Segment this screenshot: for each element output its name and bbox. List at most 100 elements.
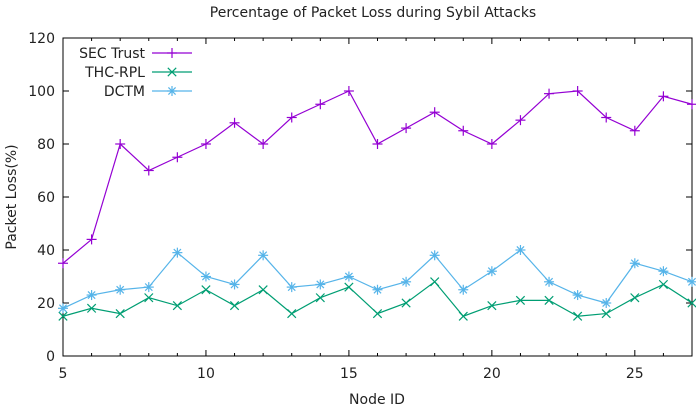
legend: SEC Trust THC-RPL DCTM [79,46,192,100]
data-point-thc-rpl [515,295,526,305]
legend-label: SEC Trust [79,46,145,62]
x-axis-label: Node ID [349,392,405,408]
data-point-thc-rpl [630,293,640,303]
data-point-thc-rpl [172,301,182,311]
data-point-sec-trust [687,99,696,110]
data-point-sec-trust [200,139,211,149]
data-point-dctm [601,298,612,308]
data-point-thc-rpl [201,285,211,295]
data-point-sec-trust [315,99,326,110]
data-point-dctm [86,290,97,301]
data-point-dctm [544,276,555,287]
data-point-dctm [572,290,583,301]
data-point-thc-rpl [344,282,354,292]
y-tick-label: 0 [46,349,55,365]
data-point-sec-trust [172,152,183,163]
x-tick-label: 10 [197,366,215,382]
data-point-sec-trust [115,139,126,149]
data-point-thc-rpl [401,298,411,308]
data-point-sec-trust [86,234,97,245]
x-tick-label: 15 [340,366,358,382]
data-point-thc-rpl [258,285,268,295]
y-tick-label: 40 [37,243,55,259]
legend-item-sec-trust: SEC Trust [79,46,192,62]
chart-title: Percentage of Packet Loss during Sybil A… [210,5,536,21]
x-axis: 5 10 15 20 25 [59,38,693,382]
data-point-sec-trust [486,139,497,149]
data-point-sec-trust [343,86,354,96]
data-point-sec-trust [429,107,440,118]
data-point-dctm [629,258,640,269]
data-point-thc-rpl [144,293,154,303]
y-tick-label: 80 [37,137,55,153]
data-point-sec-trust [629,125,640,136]
data-point-dctm [115,284,126,295]
data-point-sec-trust [601,112,612,123]
data-point-dctm [172,247,183,258]
data-point-dctm [58,303,68,314]
data-point-dctm [658,266,669,277]
data-point-dctm [343,271,354,282]
data-point-thc-rpl [573,311,583,321]
data-point-thc-rpl [658,279,669,290]
data-point-dctm [372,284,383,295]
data-point-dctm [229,279,240,290]
data-point-sec-trust [258,139,269,149]
legend-item-thc-rpl: THC-RPL [84,65,192,81]
data-point-dctm [315,279,326,290]
data-point-thc-rpl [544,295,554,305]
y-axis: 0 20 40 60 80 100 120 [28,31,692,365]
legend-label: THC-RPL [84,65,145,81]
data-point-thc-rpl [687,298,696,308]
data-point-thc-rpl [458,311,468,321]
data-point-dctm [458,284,469,295]
legend-marker [167,86,177,96]
data-point-sec-trust [544,88,555,99]
data-point-sec-trust [58,258,68,269]
data-point-sec-trust [286,112,297,123]
legend-marker [167,67,177,77]
data-point-sec-trust [143,165,154,176]
data-point-sec-trust [515,115,526,126]
data-point-sec-trust [229,117,240,128]
y-axis-label: Packet Loss(%) [4,144,20,249]
data-point-sec-trust [401,123,412,134]
plot-area [62,37,693,357]
y-tick-label: 100 [28,84,55,100]
data-point-thc-rpl [115,308,125,319]
x-tick-label: 5 [59,366,68,382]
legend-label: DCTM [104,84,145,100]
series-line-sec-trust [62,90,693,264]
legend-item-dctm: DCTM [104,84,192,100]
x-tick-label: 20 [483,366,501,382]
data-point-sec-trust [372,139,383,149]
data-point-thc-rpl [287,308,297,319]
data-point-sec-trust [572,86,583,96]
y-tick-label: 60 [37,190,55,206]
data-point-thc-rpl [86,303,97,313]
data-point-dctm [486,266,497,277]
data-point-thc-rpl [315,293,325,303]
y-tick-label: 20 [37,296,55,312]
data-point-sec-trust [658,91,669,102]
y-tick-label: 120 [28,31,55,47]
data-point-dctm [286,282,297,293]
data-point-thc-rpl [601,308,611,319]
data-point-sec-trust [458,125,469,136]
data-point-dctm [429,250,440,261]
data-point-dctm [200,271,211,282]
data-point-dctm [687,276,696,287]
data-point-thc-rpl [487,301,497,311]
data-point-thc-rpl [372,308,383,319]
data-point-dctm [143,282,154,293]
data-point-thc-rpl [430,277,440,287]
data-point-thc-rpl [229,301,240,311]
data-point-thc-rpl [58,311,68,321]
series-layer [58,86,696,321]
data-point-dctm [258,250,269,261]
x-tick-label: 25 [626,366,644,382]
data-point-dctm [401,276,412,287]
data-point-dctm [515,245,526,255]
legend-marker [167,48,177,58]
